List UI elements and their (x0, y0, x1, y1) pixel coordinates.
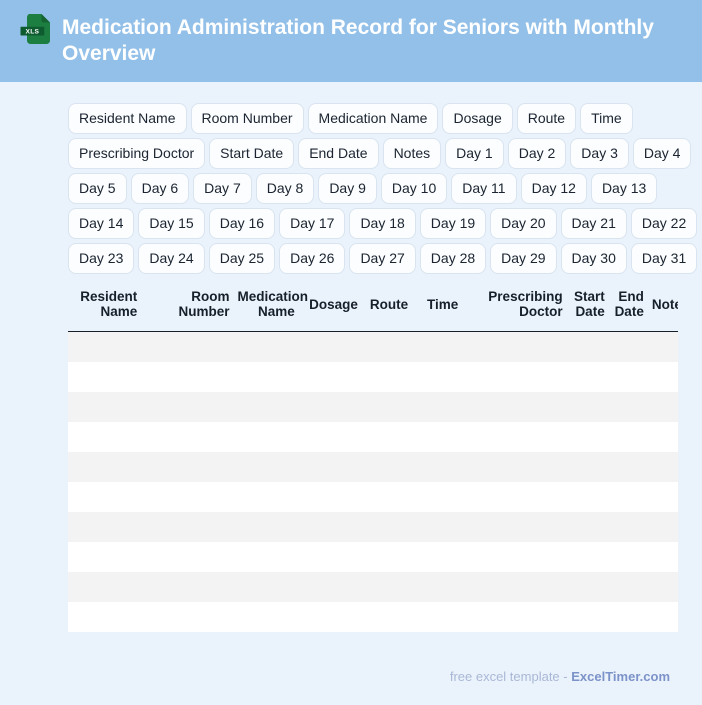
svg-text:XLS: XLS (26, 28, 40, 35)
